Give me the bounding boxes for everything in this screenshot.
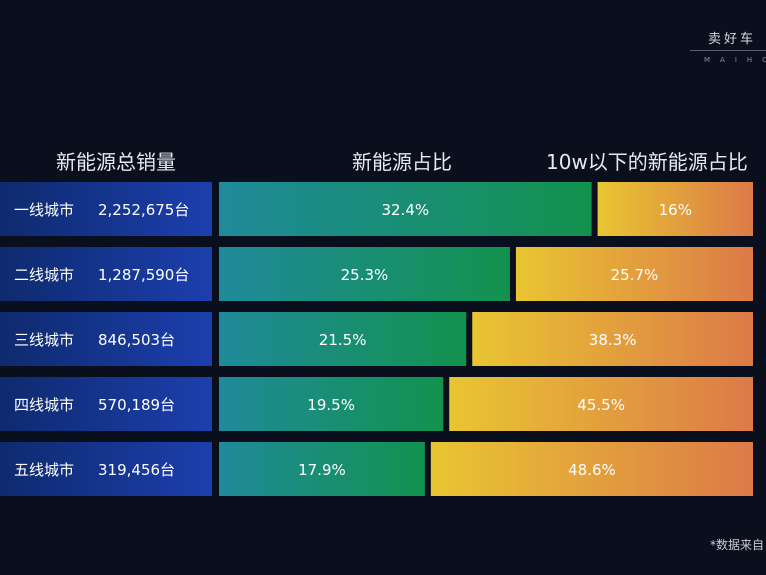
- nev-share-bar: [219, 442, 425, 496]
- header-under10w-share: 10w以下的新能源占比: [546, 150, 748, 174]
- under10w-share-label: 25.7%: [611, 266, 659, 284]
- sales-label: 570,189台: [98, 396, 175, 414]
- brand-logo: 卖好车 MAIHC: [690, 22, 766, 72]
- under10w-share-label: 16%: [659, 201, 692, 219]
- nev-share-bar: [219, 377, 444, 431]
- nev-share-label: 25.3%: [341, 266, 389, 284]
- footnote: *数据来自: [710, 538, 765, 552]
- brand-divider: [690, 50, 766, 51]
- nev-share-label: 32.4%: [381, 201, 429, 219]
- brand-name: 卖好车: [708, 32, 757, 47]
- brand-sub: MAIHC: [704, 56, 766, 64]
- under10w-share-label: 45.5%: [577, 396, 625, 414]
- under10w-share-bar: [449, 377, 753, 431]
- under10w-share-bar: [430, 442, 753, 496]
- tier-label: 一线城市: [14, 201, 74, 219]
- sales-label: 1,287,590台: [98, 266, 189, 284]
- tier-block: [0, 377, 212, 431]
- tier-block: [0, 247, 212, 301]
- nev-share-label: 19.5%: [307, 396, 355, 414]
- under10w-share-bar: [515, 247, 753, 301]
- under10w-share-bar: [472, 312, 753, 366]
- sales-label: 2,252,675台: [98, 201, 189, 219]
- tier-block: [0, 312, 212, 366]
- tier-label: 四线城市: [14, 396, 74, 414]
- under10w-share-label: 38.3%: [589, 331, 637, 349]
- sales-label: 846,503台: [98, 331, 175, 349]
- nev-share-bar: [219, 247, 510, 301]
- tier-label: 三线城市: [14, 331, 74, 349]
- sales-label: 319,456台: [98, 461, 175, 479]
- nev-share-bar: [219, 182, 592, 236]
- nev-share-label: 21.5%: [319, 331, 367, 349]
- tier-block: [0, 442, 212, 496]
- under10w-share-bar: [597, 182, 753, 236]
- tier-block: [0, 182, 212, 236]
- tier-label: 二线城市: [14, 266, 74, 284]
- header-total-sales: 新能源总销量: [56, 150, 176, 174]
- header-nev-share: 新能源占比: [352, 150, 452, 174]
- under10w-share-label: 48.6%: [568, 461, 616, 479]
- nev-share-label: 17.9%: [298, 461, 346, 479]
- tier-label: 五线城市: [14, 461, 74, 479]
- nev-share-bar: [219, 312, 467, 366]
